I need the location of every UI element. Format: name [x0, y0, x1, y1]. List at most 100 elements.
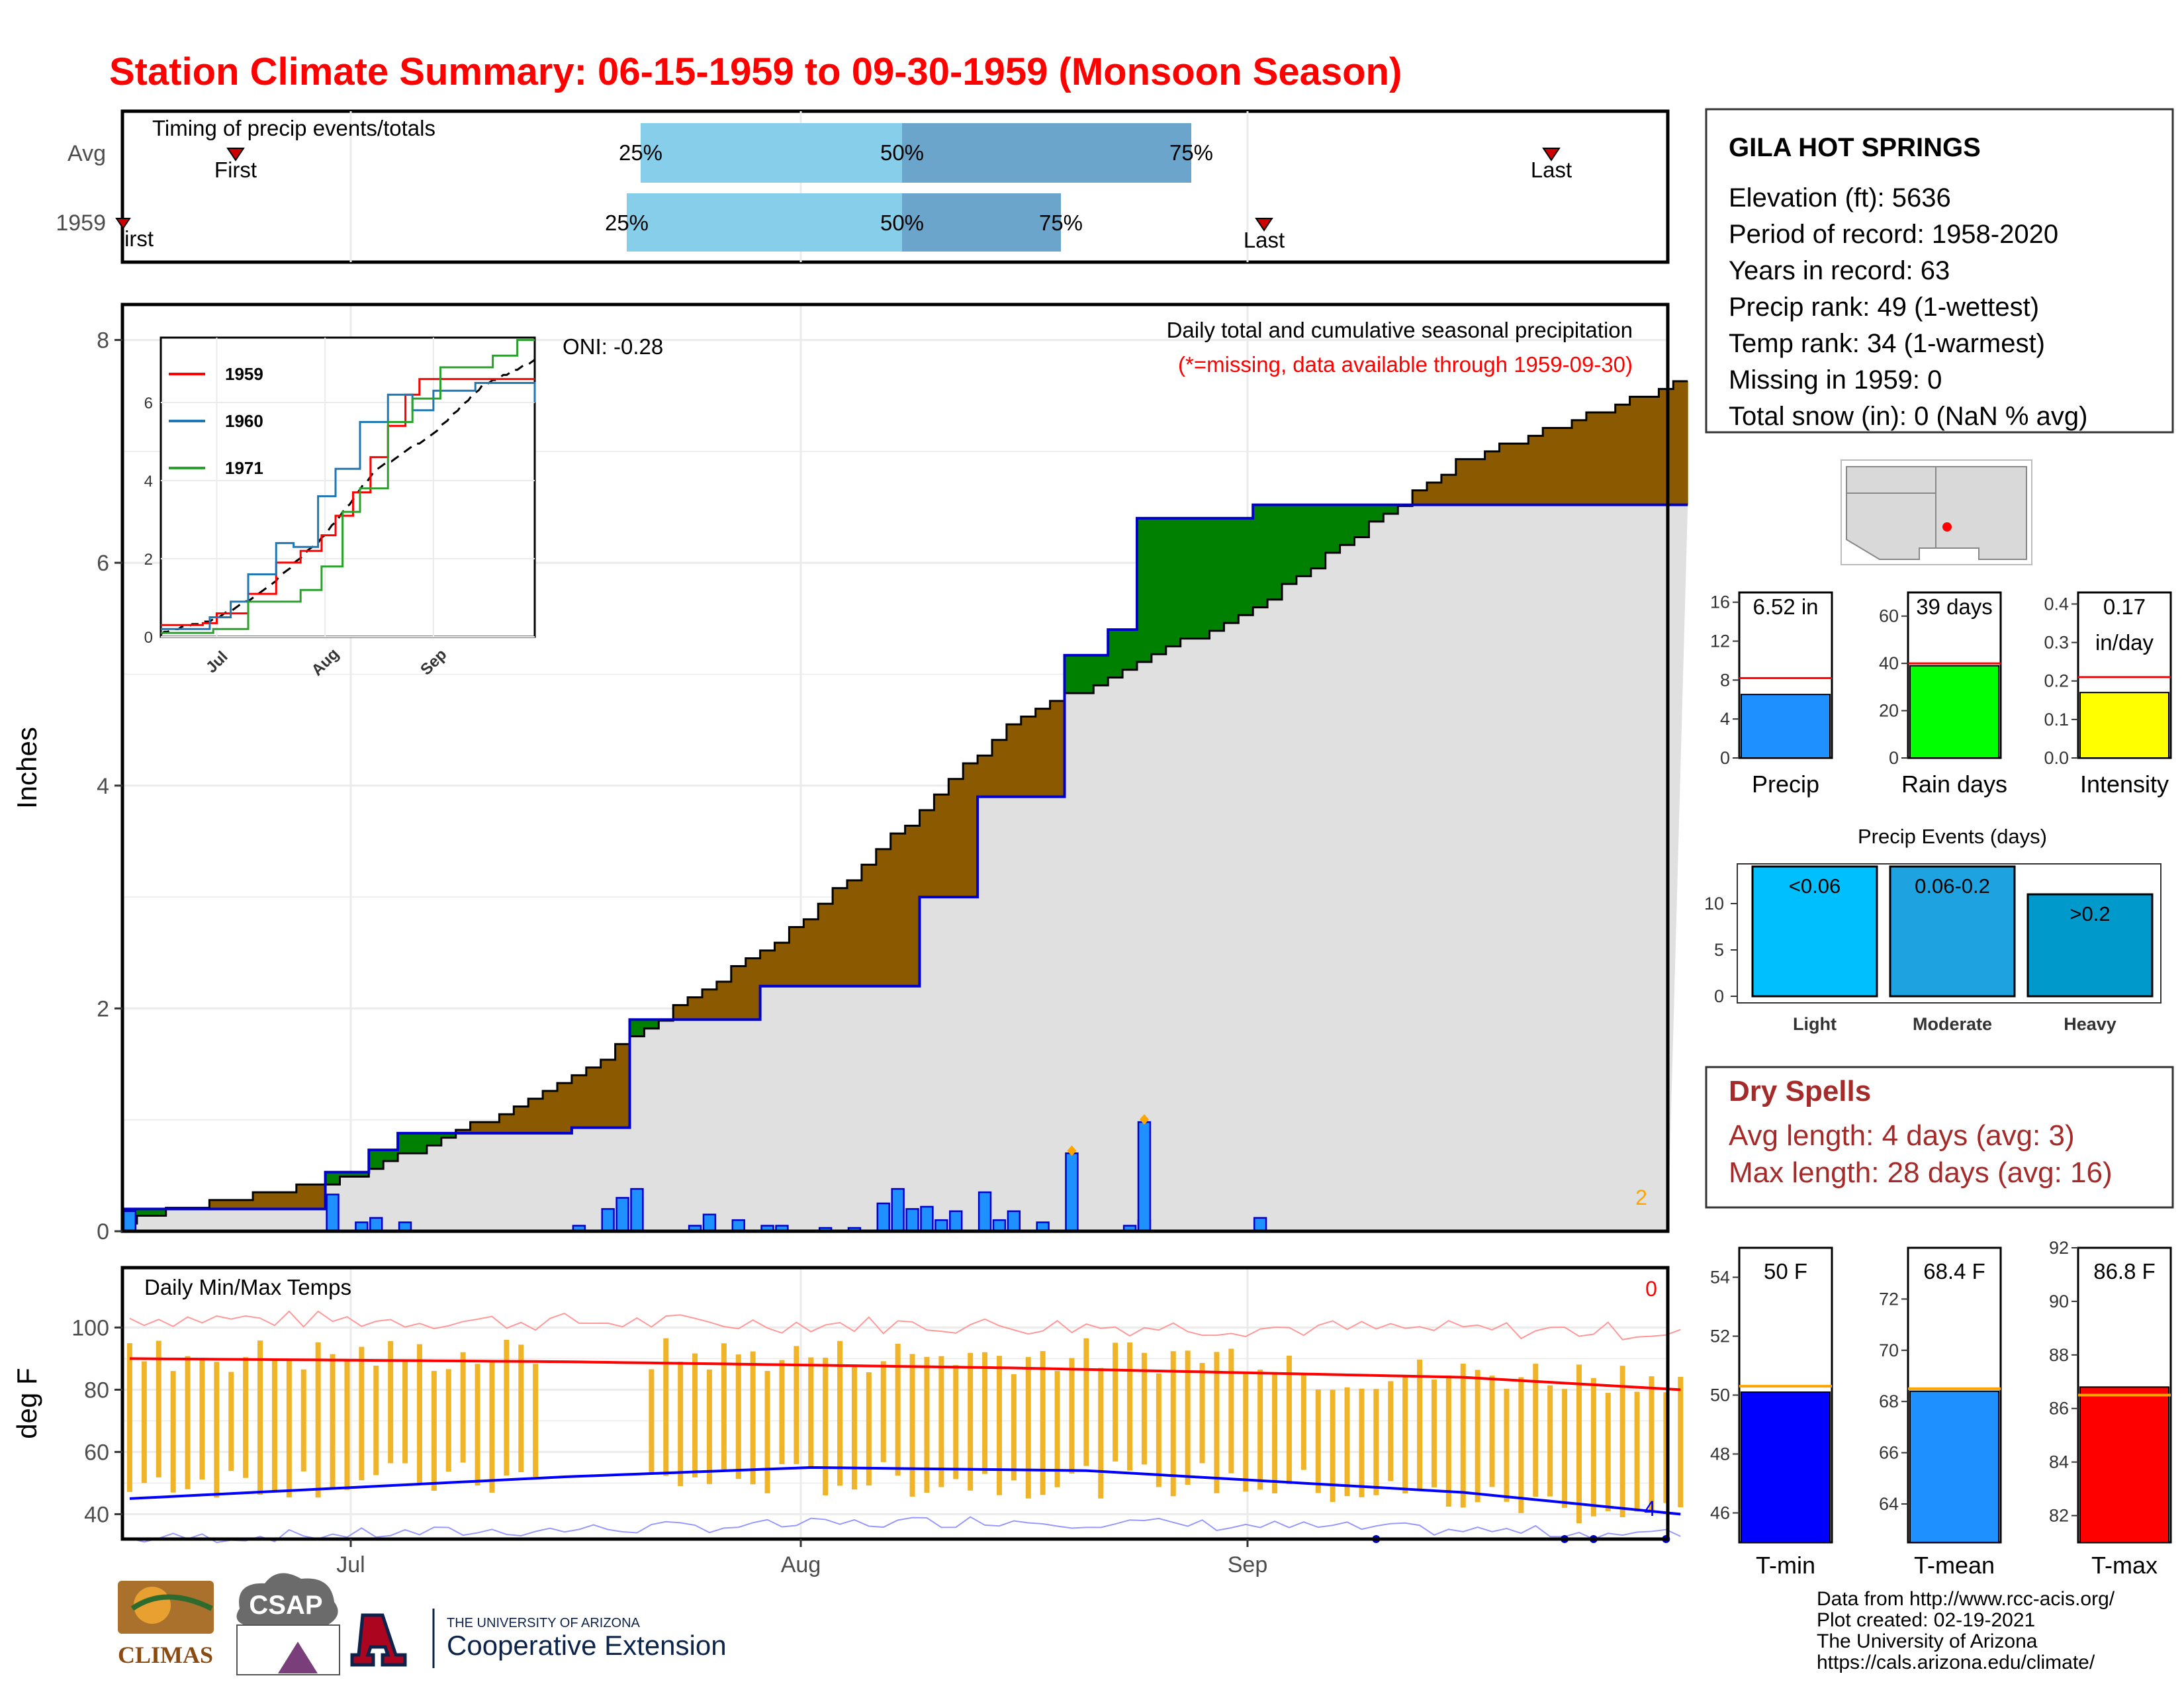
temp-tick-label: 64: [1879, 1494, 1899, 1514]
above-avg-segment: [1238, 518, 1253, 616]
below-avg-segment: [224, 1199, 239, 1209]
daily-temp-bar: [1286, 1355, 1292, 1485]
events-tick-label: 0: [1714, 986, 1724, 1006]
daily-temp-bar: [1460, 1364, 1466, 1508]
yr-q25-label: 25%: [605, 211, 649, 235]
footer-line-2: The University of Arizona: [1817, 1630, 2038, 1652]
daily-temp-bar: [330, 1354, 336, 1489]
above-avg-segment: [1253, 504, 1268, 608]
daily-temp-bar: [388, 1340, 394, 1464]
temp-tick-label: 72: [1879, 1289, 1899, 1309]
below-avg-segment: [528, 1098, 543, 1133]
daily-temp-bar: [1649, 1376, 1655, 1511]
below-avg-segment: [688, 997, 703, 1020]
below-avg-segment: [934, 794, 949, 898]
daily-temp-bar: [895, 1343, 901, 1476]
precip-events-chart: Precip Events (days) 0 5 10 <0.06 Light 0.06-…: [1704, 825, 2161, 1034]
events-bar: [1889, 865, 2016, 998]
precip-y-label: Inches: [11, 727, 42, 809]
mini-value-label: 0.17: [2103, 594, 2146, 619]
yr-q25-q50-bar: [627, 193, 902, 252]
below-avg-segment: [890, 833, 906, 986]
station-line-4: Temp rank: 34 (1-warmest): [1729, 329, 2045, 358]
daily-temp-bar: [1228, 1348, 1234, 1474]
below-avg-segment: [948, 778, 964, 898]
daily-temp-bar: [300, 1369, 306, 1472]
daily-temp-bar: [1185, 1350, 1191, 1485]
daily-precip-bar: [731, 1219, 745, 1233]
below-avg-segment: [586, 1067, 602, 1128]
daily-temp-bar: [706, 1369, 712, 1484]
below-avg-segment: [296, 1184, 312, 1209]
daily-temp-bar: [1272, 1372, 1278, 1493]
mini-value-bar: [1909, 665, 1999, 759]
climas-logo: CLIMAS: [118, 1581, 214, 1668]
daily-temp-bar: [1475, 1370, 1480, 1503]
daily-temp-bar: [735, 1354, 741, 1479]
tick-aug: Aug: [781, 1552, 821, 1577]
daily-temp-bar: [460, 1352, 466, 1463]
below-avg-segment: [702, 989, 717, 1020]
below-avg-segment: [745, 958, 761, 1020]
daily-temp-bar: [1431, 1379, 1437, 1487]
mini-tick-label: 4: [1720, 709, 1730, 729]
below-avg-segment: [615, 1044, 630, 1128]
daily-temp-bar: [373, 1365, 379, 1476]
daily-temp-bar: [214, 1362, 220, 1498]
temp-value-label: 86.8 F: [2093, 1259, 2156, 1284]
above-avg-segment: [369, 1150, 384, 1169]
above-avg-segment: [1325, 504, 1341, 553]
daily-precip-bar: [369, 1217, 383, 1233]
inset-ytick-label: 2: [144, 551, 153, 569]
daily-precip-bar: [978, 1191, 992, 1233]
corner-count: 2: [1635, 1186, 1647, 1209]
station-location-dot: [1942, 522, 1952, 532]
mini-tick-label: 0.3: [2044, 633, 2069, 653]
temp-tick-label: 88: [2049, 1345, 2069, 1365]
ua-big-text: Cooperative Extension: [447, 1630, 727, 1661]
below-avg-segment: [731, 966, 747, 1020]
inset-ytick-label: 0: [144, 629, 153, 647]
above-avg-segment: [383, 1150, 398, 1161]
daily-precip-bar: [702, 1213, 717, 1233]
extreme-marker: [1067, 1145, 1077, 1156]
temp-tick-label: 82: [2049, 1506, 2069, 1526]
missing-note: (*=missing, data available through 1959-…: [1178, 352, 1633, 377]
daily-temp-bar: [1619, 1366, 1625, 1517]
daily-temp-bar: [344, 1361, 350, 1490]
daily-temp-bar: [1590, 1378, 1596, 1517]
below-avg-segment: [963, 763, 978, 898]
ua-logo: THE UNIVERSITY OF ARIZONA Cooperative Ex…: [350, 1609, 727, 1668]
daily-temp-bar: [1504, 1389, 1510, 1502]
tmin-avg-line: [129, 1466, 1681, 1516]
daily-temp-bar: [199, 1359, 205, 1480]
below-avg-segment: [1427, 483, 1442, 505]
inset-ytick-label: 4: [144, 473, 153, 491]
precip-panel: 0 2 4 6 8 Inches Daily total and cumulative …: [11, 303, 1688, 1244]
footer-line-3: https://cals.arizona.edu/climate/: [1817, 1652, 2095, 1673]
dry-spells-title: Dry Spells: [1729, 1075, 1871, 1107]
climas-logo-text: CLIMAS: [118, 1642, 213, 1668]
above-avg-segment: [340, 1172, 355, 1177]
inset-series-1959: [161, 378, 535, 626]
mini-value-label: 39 days: [1916, 594, 1993, 619]
avg-q75-label: 75%: [1169, 140, 1213, 165]
avg-q25-label: 25%: [619, 140, 662, 165]
yr-q50-label: 50%: [880, 211, 924, 235]
daily-temp-bar: [1127, 1342, 1133, 1471]
daily-temp-bar: [504, 1339, 510, 1476]
temp-tick-label: 86: [2049, 1399, 2069, 1419]
below-avg-segment: [499, 1114, 514, 1133]
above-avg-segment: [1122, 630, 1138, 670]
below-avg-segment: [876, 849, 891, 986]
below-avg-segment: [267, 1192, 283, 1209]
below-avg-segment: [1050, 700, 1065, 797]
timing-panel: Timing of precip events/totals Avg 25% 5…: [56, 109, 1670, 264]
footer-credits: Data from http://www.rcc-acis.org/ Plot …: [1817, 1588, 2115, 1673]
record-low-line: [129, 1516, 1681, 1544]
daily-precip-bar: [949, 1210, 963, 1233]
daily-precip-bar: [876, 1202, 890, 1233]
below-avg-segment: [861, 865, 877, 986]
temp-tick-label: 50: [1710, 1385, 1730, 1405]
